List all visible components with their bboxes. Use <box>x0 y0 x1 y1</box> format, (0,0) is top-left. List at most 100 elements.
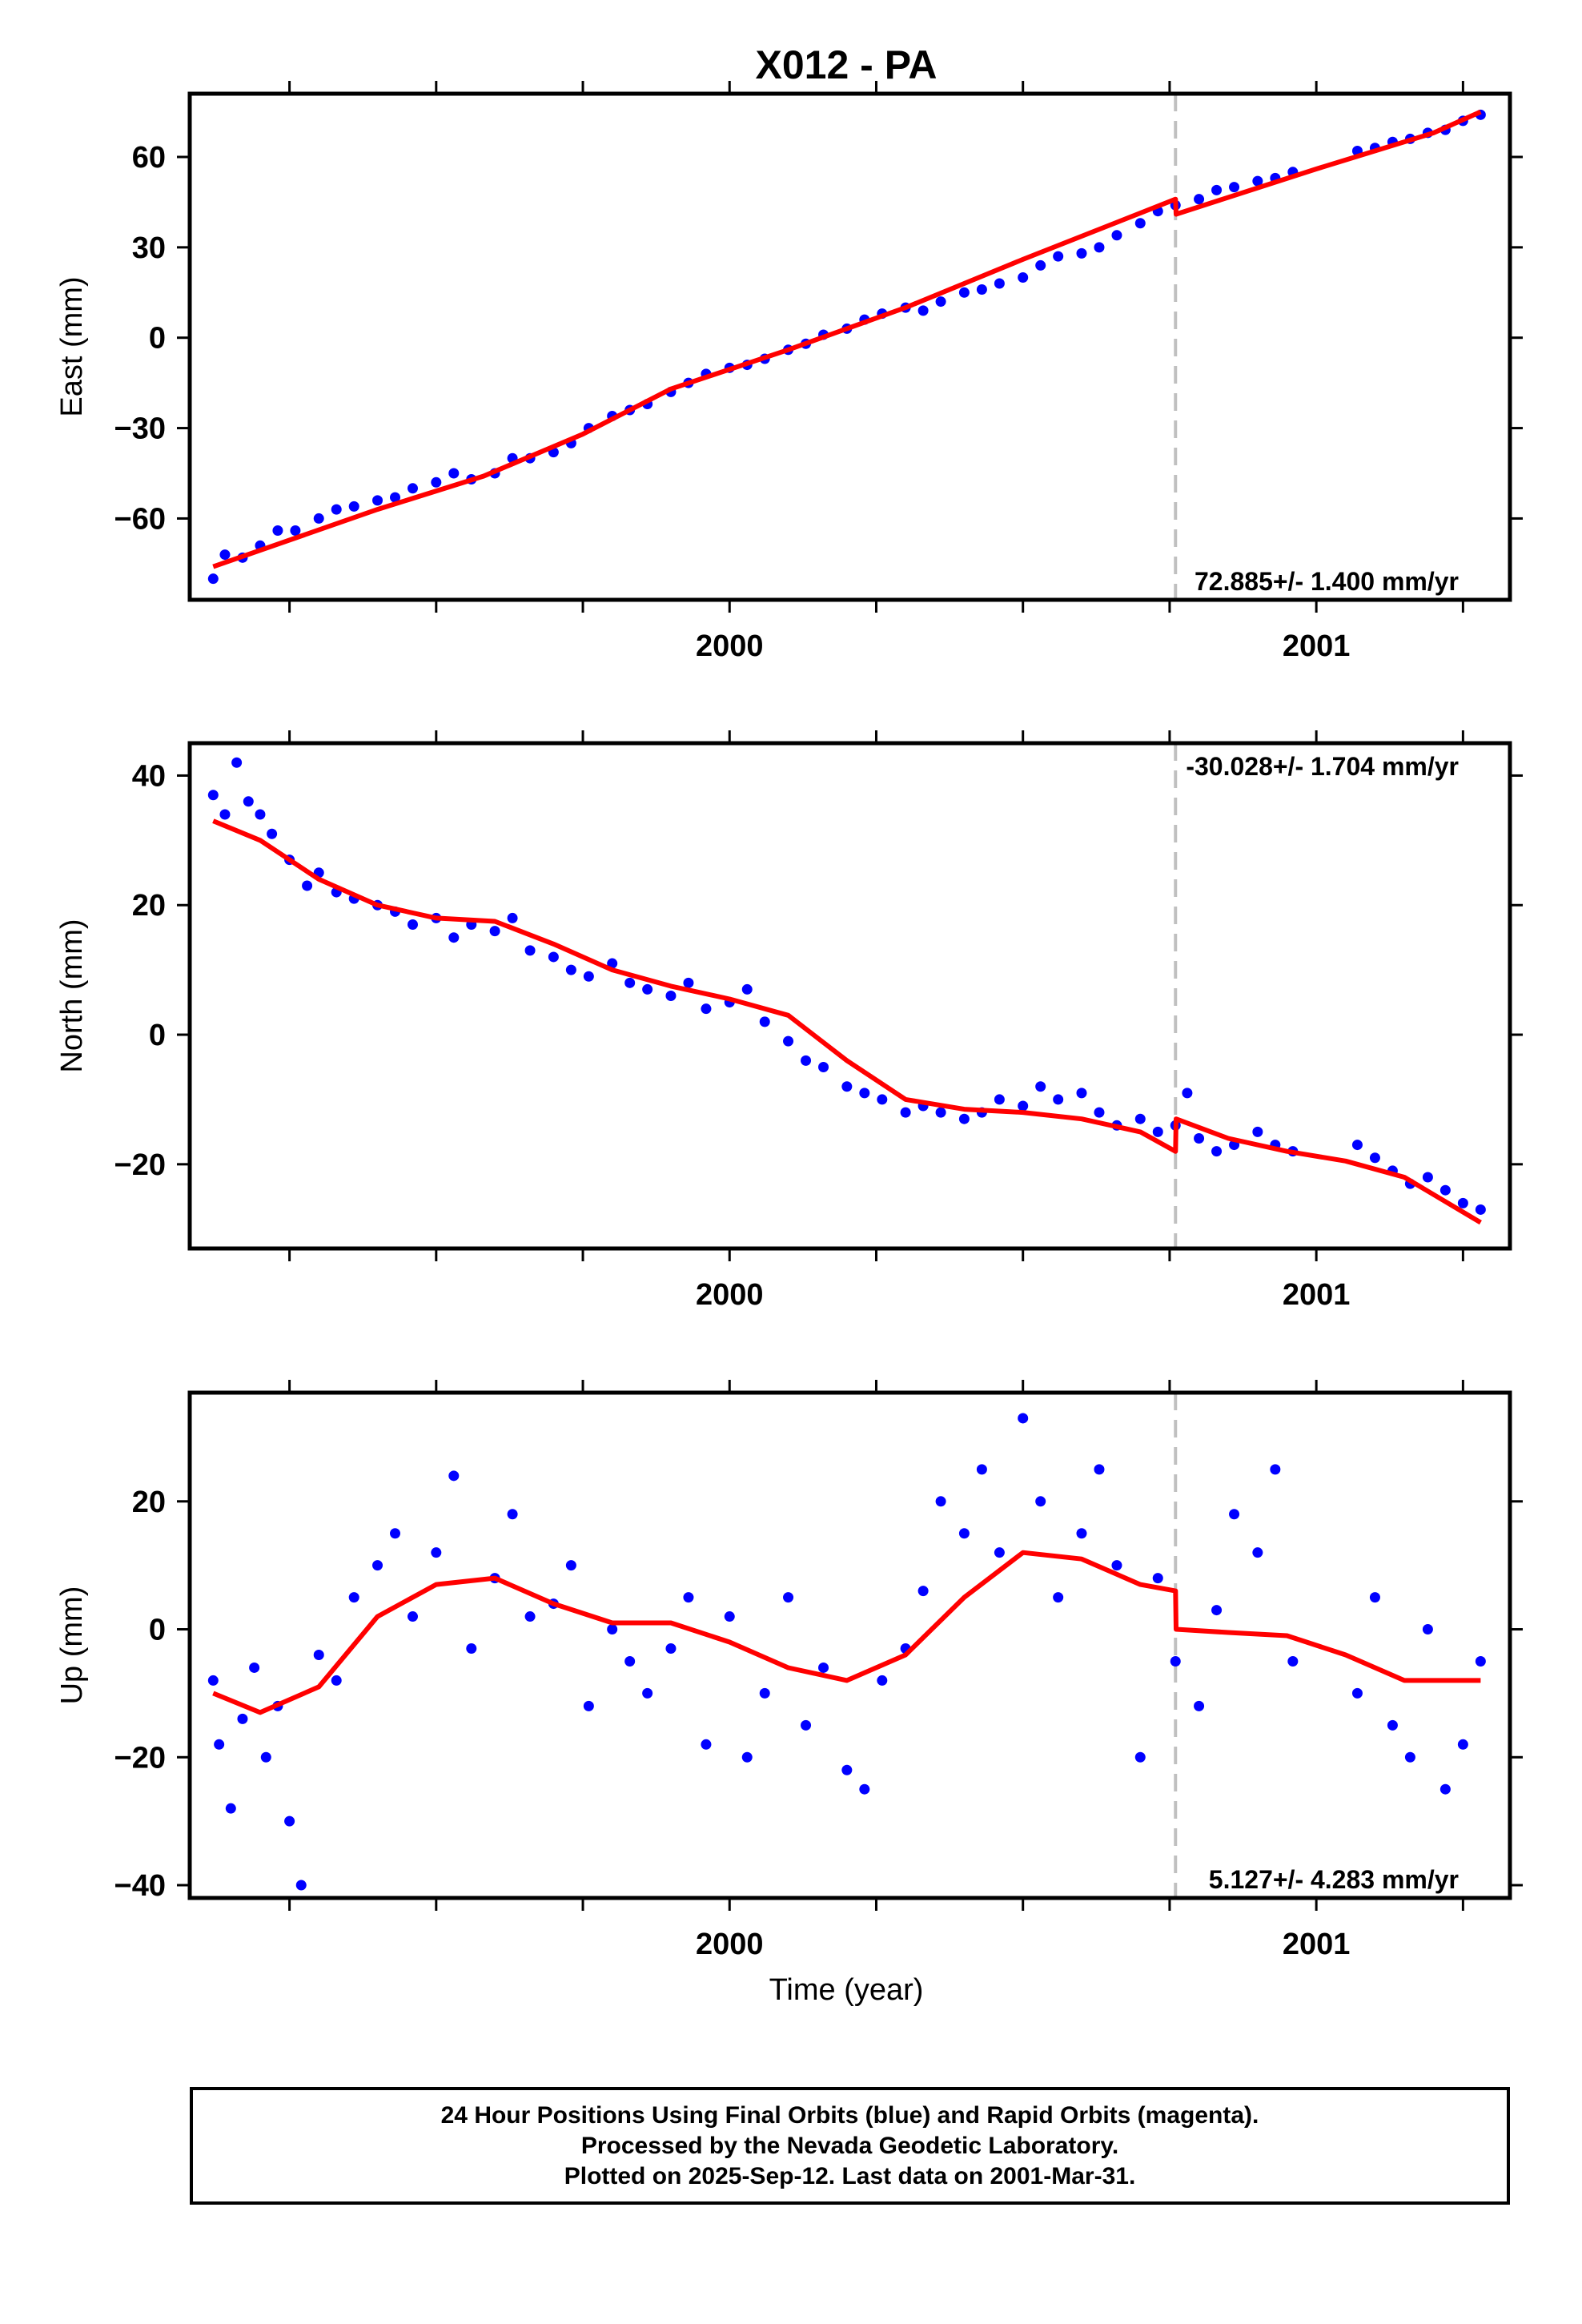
data-point <box>1475 1204 1486 1215</box>
scatter-series-east <box>207 109 1486 585</box>
y-axis-label-north: North (mm) <box>55 919 89 1072</box>
data-point <box>1211 184 1223 195</box>
data-point <box>1152 1573 1163 1584</box>
data-point <box>431 476 442 488</box>
x-tick-label: 2001 <box>1283 1928 1351 1961</box>
data-point <box>1134 1751 1146 1763</box>
data-point <box>624 1655 636 1667</box>
y-tick-label: 0 <box>149 1614 166 1647</box>
data-point <box>1018 1100 1029 1112</box>
data-point <box>741 1751 753 1763</box>
panel-east: −60 −30 0 30 60 2000 2001 East (mm) 72.885+/- 1.… <box>55 81 1523 663</box>
x-tick-label: 2001 <box>1283 629 1351 663</box>
data-point <box>1404 1751 1415 1763</box>
data-point <box>1252 1547 1263 1558</box>
data-point <box>1439 1184 1451 1196</box>
x-tick-label: 2000 <box>696 1928 764 1961</box>
y-tick-label: 30 <box>132 231 166 265</box>
data-point <box>1351 1140 1363 1151</box>
data-point <box>1182 1088 1193 1099</box>
x-tick-label: 2000 <box>696 1278 764 1312</box>
data-point <box>1194 1132 1205 1144</box>
data-point <box>372 495 383 506</box>
data-point <box>390 492 401 503</box>
y-tick-label: 0 <box>149 322 166 356</box>
data-point <box>507 912 518 923</box>
data-point <box>801 1055 812 1066</box>
data-point <box>1229 1509 1240 1520</box>
chart-title: X012 - PA <box>756 42 938 87</box>
fit-line-up <box>212 1550 1481 1715</box>
data-point <box>290 525 301 536</box>
data-point <box>348 1592 359 1603</box>
scatter-series-up <box>207 1413 1486 1891</box>
data-point <box>1211 1605 1223 1616</box>
data-point <box>994 1094 1005 1105</box>
data-point <box>1035 259 1046 271</box>
y-tick-label: 60 <box>132 141 166 175</box>
data-point <box>1076 1088 1087 1099</box>
data-point <box>1439 1783 1451 1795</box>
data-point <box>565 1560 576 1571</box>
data-point <box>665 991 677 1001</box>
data-point <box>207 1675 219 1686</box>
data-point <box>260 1751 271 1763</box>
data-point <box>1194 1700 1205 1711</box>
data-point <box>1076 247 1087 259</box>
data-point <box>407 919 418 931</box>
data-point <box>935 296 946 308</box>
data-point <box>783 1592 794 1603</box>
data-point <box>313 513 324 524</box>
data-point <box>1387 1719 1398 1731</box>
data-point <box>783 1035 794 1047</box>
data-point <box>917 305 929 316</box>
data-point <box>683 1592 694 1603</box>
data-point <box>701 1003 712 1015</box>
data-point <box>958 1113 970 1124</box>
data-point <box>207 573 219 585</box>
data-point <box>1457 1197 1468 1208</box>
data-point <box>818 1061 829 1072</box>
data-point <box>994 278 1005 289</box>
data-point <box>877 1094 888 1105</box>
data-point <box>917 1586 929 1597</box>
data-point <box>524 1611 536 1622</box>
data-point <box>1035 1496 1046 1507</box>
y-tick-label: −60 <box>114 502 166 536</box>
y-axis-label-up: Up (mm) <box>55 1586 89 1705</box>
data-point <box>583 971 594 982</box>
plot-frame-north <box>187 741 1512 1251</box>
data-point <box>348 501 359 512</box>
data-point <box>207 790 219 801</box>
data-point <box>219 809 231 820</box>
rate-label-north: -30.028+/- 1.704 mm/yr <box>1186 752 1459 781</box>
data-point <box>1152 1126 1163 1137</box>
data-point <box>313 1649 324 1660</box>
data-point <box>741 983 753 995</box>
y-tick-label: −20 <box>114 1741 166 1775</box>
data-point <box>958 287 970 298</box>
data-point <box>302 880 313 891</box>
x-tick-label: 2001 <box>1283 1278 1351 1312</box>
data-point <box>407 1611 418 1622</box>
data-point <box>1094 242 1105 253</box>
data-point <box>255 809 266 820</box>
rate-label-east: 72.885+/- 1.400 mm/yr <box>1195 567 1459 596</box>
data-point <box>642 983 653 995</box>
data-point <box>1252 1126 1263 1137</box>
data-point <box>701 1739 712 1750</box>
data-point <box>818 1662 829 1673</box>
footer-line-dates: Plotted on 2025-Sep-12. Last data on 200… <box>564 2162 1136 2189</box>
data-point <box>1211 1146 1223 1157</box>
data-point <box>1053 1592 1064 1603</box>
data-point <box>331 1675 342 1686</box>
data-point <box>390 1528 401 1539</box>
data-point <box>900 1107 911 1118</box>
panel-up: −40 −20 0 20 2000 2001 Up (mm) 5.127+/- 4.283 m… <box>55 1380 1523 1961</box>
y-tick-label: 20 <box>132 1486 166 1519</box>
data-point <box>1369 1592 1380 1603</box>
data-point <box>1035 1081 1046 1092</box>
data-point <box>1053 251 1064 262</box>
fit-line-east <box>212 109 1482 569</box>
data-point <box>231 757 243 768</box>
